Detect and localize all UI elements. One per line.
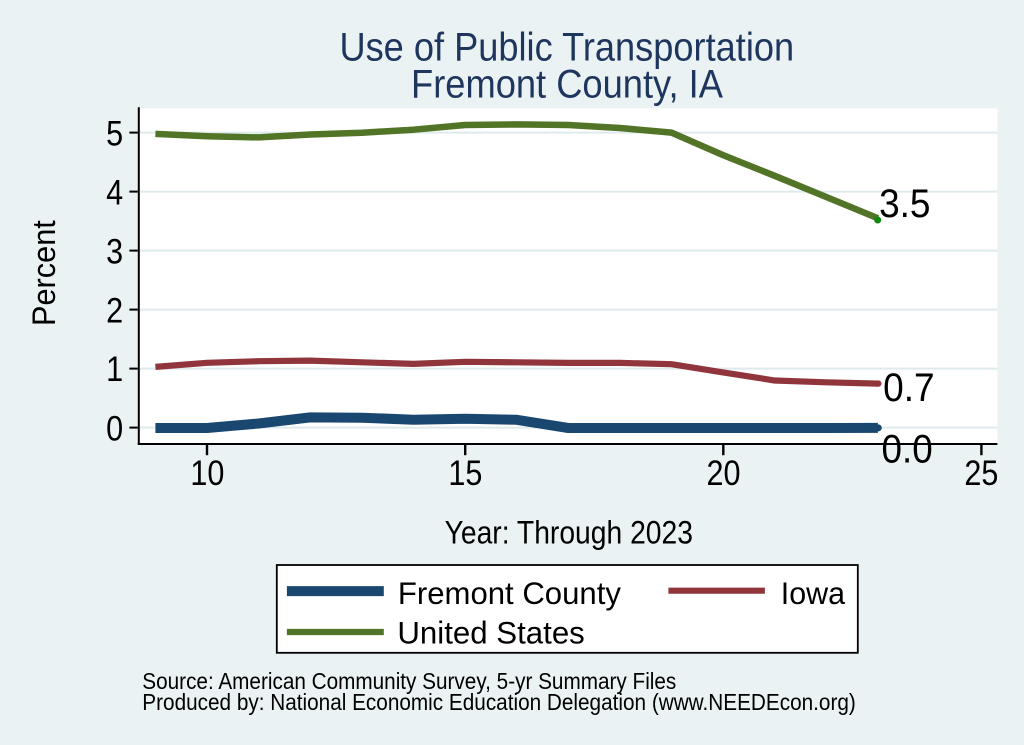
svg-text:2: 2 <box>106 290 123 330</box>
svg-text:4: 4 <box>106 172 123 212</box>
svg-text:10: 10 <box>190 453 224 493</box>
svg-text:0.7: 0.7 <box>883 366 935 410</box>
svg-text:15: 15 <box>448 453 482 493</box>
svg-text:25: 25 <box>964 453 998 493</box>
svg-text:5: 5 <box>106 114 123 154</box>
svg-text:0.0: 0.0 <box>882 428 933 472</box>
svg-text:Iowa: Iowa <box>781 575 846 611</box>
svg-text:Produced by: National Economic: Produced by: National Economic Education… <box>142 689 856 715</box>
svg-text:Fremont County: Fremont County <box>398 575 621 611</box>
svg-text:3.5: 3.5 <box>879 182 930 226</box>
svg-text:1: 1 <box>106 349 123 389</box>
svg-text:Year: Through 2023: Year: Through 2023 <box>445 514 693 550</box>
svg-text:United States: United States <box>397 614 584 650</box>
svg-text:Fremont County, IA: Fremont County, IA <box>411 62 723 106</box>
svg-text:Use of Public Transportation: Use of Public Transportation <box>339 26 794 70</box>
svg-text:20: 20 <box>707 453 741 493</box>
svg-text:3: 3 <box>106 231 123 271</box>
svg-text:Source: American Community Sur: Source: American Community Survey, 5-yr … <box>142 668 676 694</box>
svg-text:0: 0 <box>106 408 123 448</box>
svg-text:Percent: Percent <box>26 220 62 326</box>
